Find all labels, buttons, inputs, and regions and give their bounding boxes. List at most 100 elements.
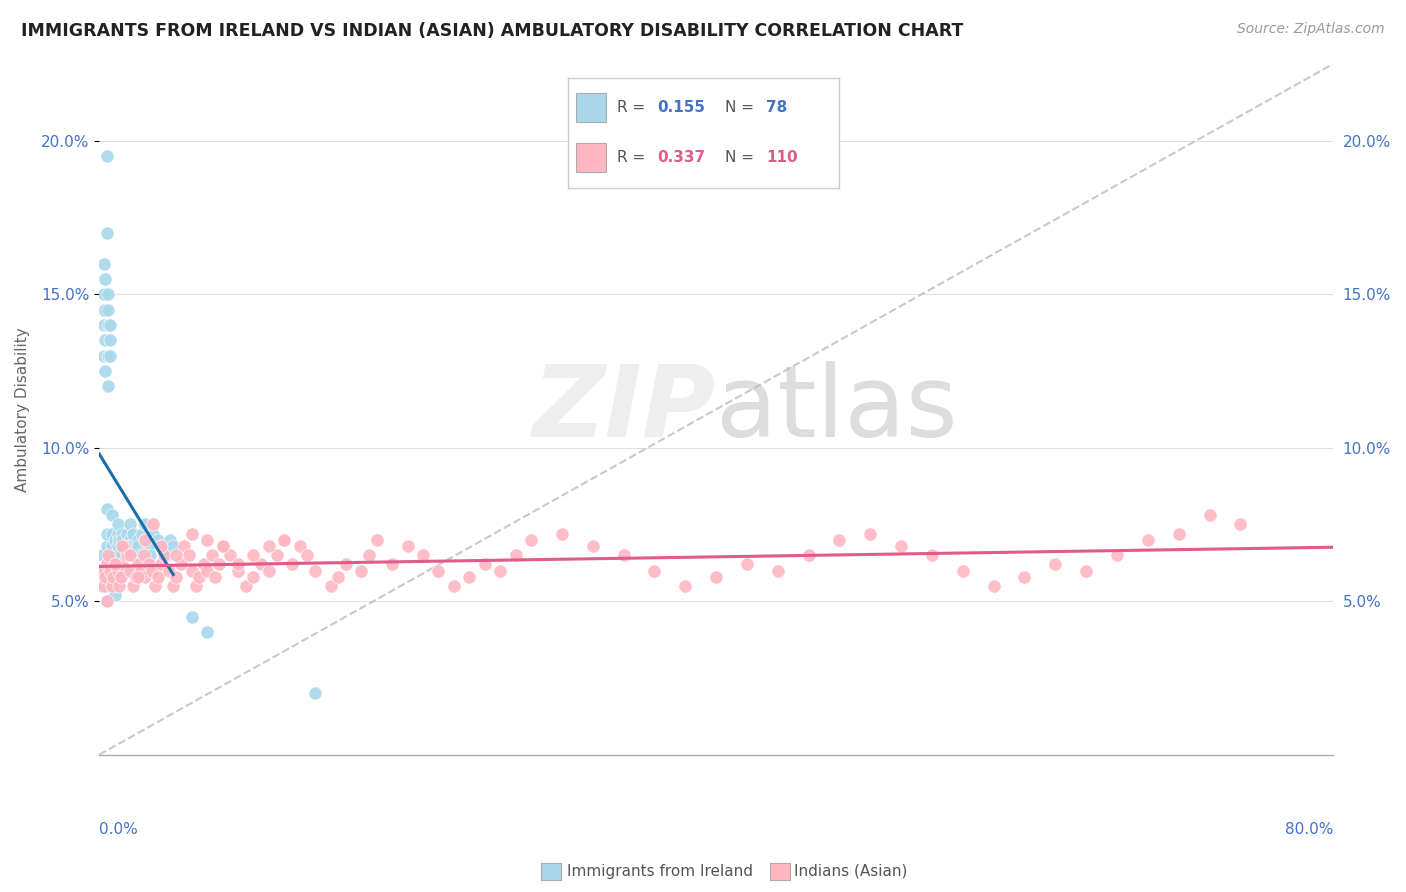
Point: [108, 533, 131, 547]
Point: [170, 558, 193, 572]
Point: [134, 569, 156, 583]
Point: [107, 564, 129, 578]
Point: [100, 508, 122, 523]
Point: [96, 594, 118, 608]
Point: [115, 564, 138, 578]
Point: [104, 558, 127, 572]
Point: [96, 502, 118, 516]
Point: [304, 564, 326, 578]
Point: [96, 594, 118, 608]
Point: [104, 569, 127, 583]
Point: [257, 539, 280, 553]
Point: [242, 548, 264, 562]
Point: [208, 558, 231, 572]
Point: [94, 334, 117, 348]
Point: [100, 579, 122, 593]
Point: [226, 558, 249, 572]
Point: [1105, 548, 1128, 562]
Point: [118, 517, 141, 532]
Point: [1045, 558, 1067, 572]
Point: [100, 564, 122, 578]
Point: [149, 539, 172, 553]
Point: [177, 548, 200, 562]
Point: [201, 548, 224, 562]
Point: [153, 548, 176, 562]
Point: [97, 287, 120, 301]
Point: [111, 539, 134, 553]
Point: [104, 548, 127, 562]
Point: [297, 548, 319, 562]
Point: [159, 533, 181, 547]
Point: [111, 526, 134, 541]
Point: [110, 569, 132, 583]
Point: [100, 526, 122, 541]
Y-axis label: Ambulatory Disability: Ambulatory Disability: [15, 327, 30, 491]
Point: [97, 548, 120, 562]
Point: [132, 548, 155, 562]
Point: [195, 564, 218, 578]
Point: [115, 539, 138, 553]
Point: [204, 569, 226, 583]
Point: [952, 564, 974, 578]
Point: [134, 517, 156, 532]
Point: [195, 533, 218, 547]
Text: IMMIGRANTS FROM IRELAND VS INDIAN (ASIAN) AMBULATORY DISABILITY CORRELATION CHAR: IMMIGRANTS FROM IRELAND VS INDIAN (ASIAN…: [21, 22, 963, 40]
Point: [97, 379, 120, 393]
Point: [100, 539, 122, 553]
Point: [111, 558, 134, 572]
Point: [1229, 517, 1251, 532]
Point: [673, 579, 696, 593]
Point: [1076, 564, 1098, 578]
Point: [96, 579, 118, 593]
Point: [134, 533, 156, 547]
Point: [96, 558, 118, 572]
Point: [107, 526, 129, 541]
Point: [101, 569, 124, 583]
Point: [100, 579, 122, 593]
Point: [828, 533, 851, 547]
Point: [149, 539, 172, 553]
Point: [195, 624, 218, 639]
Point: [139, 548, 162, 562]
Point: [96, 569, 118, 583]
Point: [108, 569, 131, 583]
Point: [111, 558, 134, 572]
Point: [273, 533, 295, 547]
Point: [115, 548, 138, 562]
Point: [443, 579, 465, 593]
Point: [107, 517, 129, 532]
Point: [93, 256, 115, 270]
Point: [122, 579, 145, 593]
Point: [94, 302, 117, 317]
Point: [134, 533, 156, 547]
Point: [93, 302, 115, 317]
Point: [141, 564, 163, 578]
Point: [146, 533, 169, 547]
Point: [91, 564, 114, 578]
Point: [427, 564, 450, 578]
Point: [139, 539, 162, 553]
Point: [155, 548, 177, 562]
Point: [97, 318, 120, 332]
Point: [381, 558, 404, 572]
Point: [288, 539, 311, 553]
Point: [704, 569, 727, 583]
Point: [93, 318, 115, 332]
Point: [138, 558, 160, 572]
Point: [118, 564, 141, 578]
Text: 0.0%: 0.0%: [100, 822, 138, 838]
Point: [304, 686, 326, 700]
Point: [319, 579, 342, 593]
Point: [91, 579, 114, 593]
Point: [890, 539, 912, 553]
Point: [797, 548, 820, 562]
Point: [612, 548, 634, 562]
Point: [104, 558, 127, 572]
Point: [1014, 569, 1036, 583]
Point: [219, 548, 242, 562]
Point: [96, 558, 118, 572]
Point: [108, 579, 131, 593]
Point: [93, 579, 115, 593]
Point: [122, 526, 145, 541]
Text: Source: ZipAtlas.com: Source: ZipAtlas.com: [1237, 22, 1385, 37]
